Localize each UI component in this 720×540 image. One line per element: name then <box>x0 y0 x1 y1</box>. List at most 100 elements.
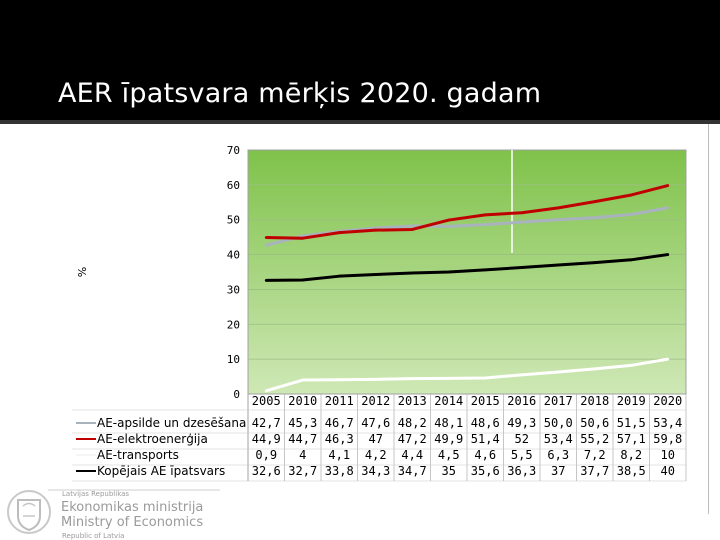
data-label: 51,4 <box>471 432 500 446</box>
data-label: 42,7 <box>252 416 281 430</box>
data-label: 32,6 <box>252 464 281 478</box>
data-point <box>447 224 451 228</box>
data-point <box>556 206 560 210</box>
legend-label: AE-elektroenerģija <box>97 432 208 446</box>
x-tick-label: 2010 <box>288 394 317 408</box>
data-point <box>520 211 524 215</box>
data-label: 36,3 <box>507 464 536 478</box>
y-axis-ticks: 0 10 20 30 40 50 60 70 <box>227 144 240 401</box>
data-label: 0,9 <box>255 448 277 462</box>
data-point <box>374 273 378 276</box>
title-bar <box>0 0 720 124</box>
data-label: 37 <box>551 464 565 478</box>
data-point <box>629 258 633 262</box>
data-point <box>483 376 487 380</box>
x-tick-label: 2017 <box>544 394 573 408</box>
data-label: 32,7 <box>288 464 317 478</box>
data-point <box>483 213 487 217</box>
data-label: 4,1 <box>328 448 350 462</box>
x-tick-label: 2011 <box>325 394 354 408</box>
legend-label: AE-transports <box>97 448 179 462</box>
y-tick-label: 0 <box>233 388 240 401</box>
data-point <box>301 236 305 240</box>
x-tick-label: 2016 <box>507 394 536 408</box>
data-point <box>337 274 341 278</box>
data-label: 33,8 <box>325 464 354 478</box>
data-label: 55,2 <box>580 432 609 446</box>
data-point <box>629 193 633 197</box>
data-label: 4 <box>299 448 306 462</box>
data-point <box>666 206 670 210</box>
x-tick-label: 2012 <box>361 394 390 408</box>
x-tick-label: 2005 <box>252 394 281 408</box>
data-point <box>593 216 597 220</box>
gridlines <box>248 184 686 360</box>
x-tick-label: 2013 <box>398 394 427 408</box>
data-label: 48,2 <box>398 416 427 430</box>
data-label: 10 <box>661 448 675 462</box>
y-axis-label: % <box>76 267 89 277</box>
data-label: 48,6 <box>471 416 500 430</box>
data-label: 35,6 <box>471 464 500 478</box>
data-point <box>483 223 487 226</box>
y-tick-label: 50 <box>227 214 240 227</box>
y-tick-label: 70 <box>227 144 240 157</box>
data-point <box>629 364 633 367</box>
data-label: 4,6 <box>474 448 496 462</box>
data-point <box>337 231 341 235</box>
coat-of-arms-icon <box>7 490 51 534</box>
y-tick-label: 10 <box>227 353 240 366</box>
logo-small-bottom: Republic of Latvia <box>62 532 124 540</box>
data-label: 59,8 <box>653 432 682 446</box>
data-point <box>593 261 597 264</box>
data-point <box>520 373 524 377</box>
data-label: 48,1 <box>434 416 463 430</box>
data-point <box>264 243 268 247</box>
data-point <box>593 367 597 371</box>
slide-title: AER īpatsvara mērķis 2020. gadam <box>58 78 542 109</box>
data-point <box>410 271 414 275</box>
data-point <box>556 263 560 267</box>
data-label: 40 <box>661 464 675 478</box>
series-lines <box>264 184 670 393</box>
data-point <box>556 370 560 374</box>
data-point <box>520 220 524 224</box>
data-point <box>556 218 560 222</box>
data-label: 51,5 <box>617 416 646 430</box>
data-point <box>374 377 378 381</box>
data-point <box>666 357 670 361</box>
y-tick-label: 60 <box>227 179 240 192</box>
x-tick-label: 2014 <box>434 394 463 408</box>
x-tick-label: 2015 <box>471 394 500 408</box>
data-label: 7,2 <box>584 448 606 462</box>
y-tick-label: 40 <box>227 249 240 262</box>
data-label: 49,9 <box>434 432 463 446</box>
ministry-logo: Latvijas Republikas Ekonomikas ministrij… <box>7 489 220 540</box>
x-tick-label: 2020 <box>653 394 682 408</box>
data-table: 2005 2010 2011 2012 2013 2014 2015 2016 2017 2018… <box>72 394 687 482</box>
data-label: 4,5 <box>438 448 460 462</box>
data-label: 38,5 <box>617 464 646 478</box>
data-point <box>301 278 305 282</box>
data-label: 4,4 <box>401 448 423 462</box>
legend-label: AE-apsilde un dzesēšana <box>97 416 246 430</box>
data-label: 57,1 <box>617 432 646 446</box>
x-tick-label: 2019 <box>617 394 646 408</box>
data-label: 46,7 <box>325 416 354 430</box>
data-label: 52 <box>515 432 529 446</box>
data-point <box>264 389 268 393</box>
data-label: 45,3 <box>288 416 317 430</box>
data-label: 46,3 <box>325 432 354 446</box>
data-label: 49,3 <box>507 416 536 430</box>
data-point <box>666 253 670 256</box>
data-point <box>447 270 451 274</box>
data-label: 53,4 <box>544 432 573 446</box>
y-tick-label: 20 <box>227 318 240 331</box>
logo-name-lv: Ekonomikas ministrija <box>61 500 203 515</box>
data-point <box>410 228 414 231</box>
data-point <box>410 377 414 381</box>
data-point <box>301 378 305 382</box>
legend-label: Kopējais AE īpatsvars <box>97 464 225 478</box>
data-point <box>520 266 524 269</box>
